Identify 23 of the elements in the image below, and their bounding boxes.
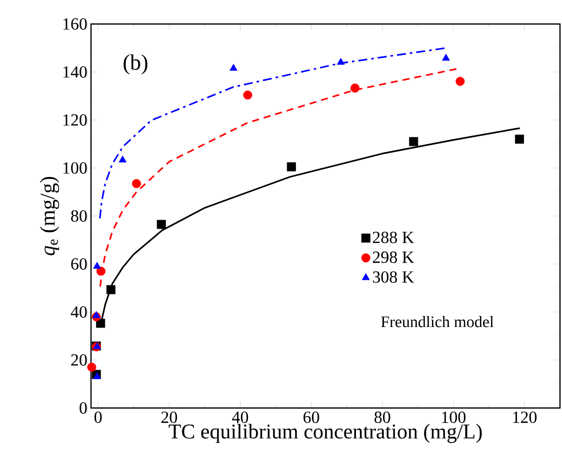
legend-label: 298 K: [372, 252, 414, 263]
annotation: (b): [124, 54, 148, 74]
y-axis-title: q$_{e}$ (mg/g): [40, 176, 60, 256]
y-tick-label: 140: [63, 66, 87, 78]
x-tick-label: 40: [232, 412, 248, 423]
legend-label: 308 K: [372, 271, 414, 283]
x-tick-label: 120: [513, 412, 537, 423]
y-tick-label: 160: [63, 18, 87, 30]
x-tick-label: 0: [94, 412, 102, 423]
y-tick-label: 120: [63, 114, 87, 126]
x-tick-label: 100: [442, 412, 466, 423]
x-tick-label: 20: [161, 412, 178, 423]
legend-label: 288 K: [372, 232, 414, 244]
x-tick-label: 60: [304, 412, 320, 423]
y-tick-label: 0: [80, 402, 87, 414]
y-tick-label: 20: [71, 354, 87, 366]
annotation: Freundlich model: [381, 316, 494, 328]
x-tick-label: 80: [374, 412, 390, 423]
x-axis-title: TC equilibrium concentration (mg/L): [168, 424, 482, 443]
y-tick-label: 80: [71, 210, 87, 222]
y-tick-label: 60: [71, 258, 87, 270]
y-tick-label: 40: [70, 306, 87, 318]
y-tick-label: 100: [63, 162, 87, 174]
